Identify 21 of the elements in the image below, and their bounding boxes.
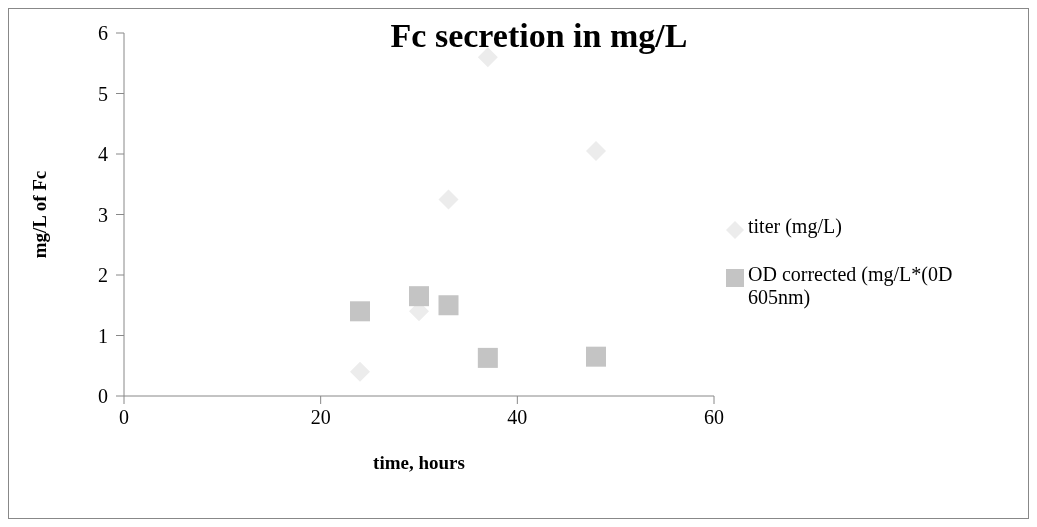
chart-title: Fc secretion in mg/L xyxy=(389,17,689,55)
y-tick-label: 2 xyxy=(98,264,108,287)
point xyxy=(438,295,459,316)
y-tick-label: 0 xyxy=(98,385,108,408)
point xyxy=(586,346,606,367)
x-tick-label: 0 xyxy=(119,406,129,429)
y-axis-title: mg/L of Fc xyxy=(28,170,50,259)
y-tick-label: 6 xyxy=(98,22,108,45)
point xyxy=(350,301,370,322)
y-tick-label: 1 xyxy=(98,324,108,347)
point xyxy=(477,347,498,368)
y-tick-label: 4 xyxy=(98,143,108,166)
point xyxy=(409,286,429,307)
x-axis-title: time, hours xyxy=(373,452,465,474)
y-tick-label: 3 xyxy=(98,203,108,226)
x-tick-label: 20 xyxy=(310,406,331,429)
legend-label: titer (mg/L) xyxy=(748,214,843,238)
x-tick-label: 60 xyxy=(704,406,724,429)
legend-label: OD corrected (mg/L*(0D 605nm) xyxy=(748,262,954,309)
y-tick-label: 5 xyxy=(98,82,108,105)
x-tick-label: 40 xyxy=(507,406,528,429)
